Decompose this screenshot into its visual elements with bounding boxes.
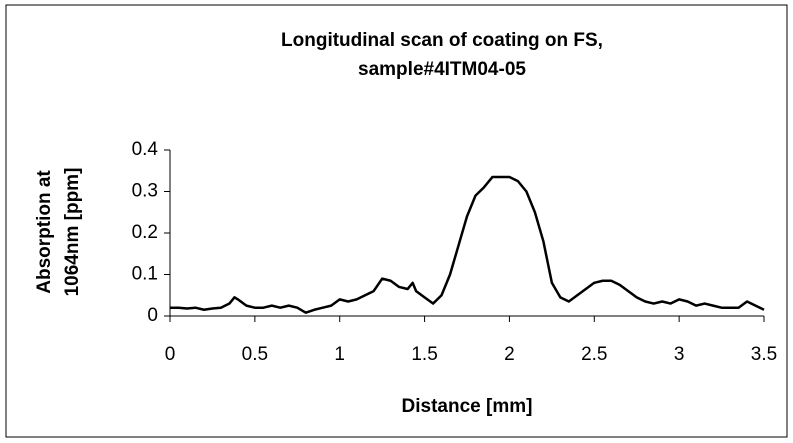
x-tick-label: 3.5 bbox=[751, 344, 777, 365]
y-tick-label: 0.3 bbox=[132, 181, 158, 202]
x-tick-label: 2.5 bbox=[581, 344, 607, 365]
chart-title: sample#4ITM04-05 bbox=[358, 59, 526, 80]
x-tick-label: 1 bbox=[334, 344, 345, 365]
chart-title: Longitudinal scan of coating on FS, bbox=[281, 30, 603, 51]
y-tick-label: 0 bbox=[147, 305, 158, 326]
x-tick-label: 1.5 bbox=[411, 344, 437, 365]
y-tick-label: 0.4 bbox=[132, 139, 159, 160]
y-axis-label: Absorption at bbox=[34, 170, 55, 294]
y-axis-label: 1064nm [ppm] bbox=[62, 168, 83, 297]
x-tick-label: 3 bbox=[674, 344, 685, 365]
y-tick-label: 0.2 bbox=[132, 222, 158, 243]
chart-border bbox=[5, 4, 788, 438]
x-tick-label: 0.5 bbox=[242, 344, 268, 365]
x-tick-label: 2 bbox=[504, 344, 515, 365]
x-axis-label: Distance [mm] bbox=[402, 396, 533, 417]
x-tick-label: 0 bbox=[165, 344, 176, 365]
y-tick-label: 0.1 bbox=[132, 264, 158, 285]
data-line bbox=[170, 175, 765, 314]
